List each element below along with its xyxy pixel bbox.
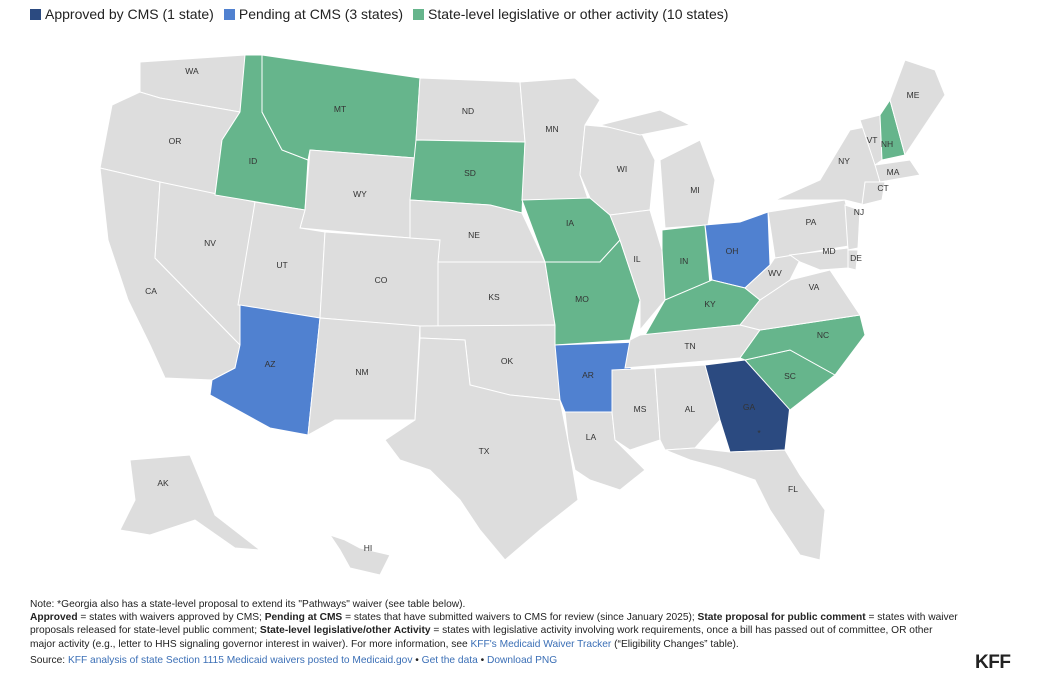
state-label-de: DE [850, 253, 862, 263]
legend-swatch-pending [223, 8, 235, 20]
state-label-ca: CA [145, 286, 157, 296]
legend-label-approved: Approved by CMS (1 state) [45, 6, 214, 22]
download-png-link[interactable]: Download PNG [486, 654, 558, 666]
state-label-ne: NE [468, 230, 480, 240]
notes: Note: *Georgia also has a state-level pr… [30, 598, 960, 667]
state-label-tn: TN [684, 341, 695, 351]
state-nj[interactable] [844, 204, 861, 251]
state-label-ky: KY [704, 299, 716, 309]
state-label-ok: OK [501, 356, 514, 366]
proposal-def: = states with waiver proposals released … [30, 612, 958, 637]
state-label-fl: FL [788, 484, 798, 494]
state-label-ia: IA [566, 218, 574, 228]
state-md[interactable] [788, 247, 849, 271]
state-fl[interactable] [664, 447, 826, 561]
state-label-ak: AK [157, 478, 169, 488]
legend-label-activity: State-level legislative or other activit… [428, 6, 729, 22]
legend-swatch-activity [413, 8, 425, 20]
definitions: Approved = states with waivers approved … [30, 611, 960, 651]
state-mi[interactable] [599, 109, 716, 229]
state-label-il: IL [633, 254, 640, 264]
state-label-md: MD [822, 246, 835, 256]
state-hi[interactable] [328, 534, 391, 576]
state-label-nv: NV [204, 238, 216, 248]
kff-logo: KFF [975, 652, 1011, 673]
state-label-nm: NM [355, 367, 368, 377]
state-label-me: ME [907, 90, 920, 100]
state-label-wy: WY [353, 189, 367, 199]
state-label-in: IN [680, 256, 689, 266]
us-map: WA OR CA NV ID MT WY UT AZ CO NM ND SD NE KS OK TX MN IA MO… [99, 54, 946, 576]
state-label-nj: NJ [854, 207, 864, 217]
state-label-mn: MN [545, 124, 558, 134]
state-nm[interactable] [307, 317, 421, 436]
separator: • [477, 654, 487, 666]
state-label-nd: ND [462, 106, 474, 116]
get-data-link[interactable]: Get the data [421, 654, 478, 666]
state-ma[interactable] [874, 159, 921, 183]
source-prefix: Source: [30, 654, 68, 666]
state-label-ny: NY [838, 156, 850, 166]
state-mo[interactable] [544, 239, 641, 346]
pending-term: Pending at CMS [264, 612, 343, 624]
state-label-ct: CT [877, 183, 888, 193]
state-label-sc: SC [784, 371, 796, 381]
state-label-ut: UT [276, 260, 287, 270]
state-label-al: AL [685, 404, 696, 414]
state-label-or: OR [169, 136, 182, 146]
state-label-sd: SD [464, 168, 476, 178]
legend-item-approved[interactable]: Approved by CMS (1 state) [30, 6, 214, 22]
state-label-ar: AR [582, 370, 594, 380]
state-label-oh: OH [726, 246, 739, 256]
state-label-tx: TX [479, 446, 490, 456]
state-label-pa: PA [806, 217, 817, 227]
tracker-link[interactable]: KFF's Medicaid Waiver Tracker [470, 638, 612, 650]
state-label-mt: MT [334, 104, 346, 114]
state-tx[interactable] [384, 337, 579, 561]
approved-term: Approved [30, 612, 78, 624]
ga-footnote-marker: * [757, 428, 761, 438]
state-label-va: VA [809, 282, 820, 292]
state-label-ga: GA [743, 402, 756, 412]
legend-swatch-approved [30, 8, 41, 20]
state-label-hi: HI [364, 543, 373, 553]
state-label-mi: MI [690, 185, 699, 195]
note-line: Note: *Georgia also has a state-level pr… [30, 599, 466, 610]
state-me[interactable] [889, 59, 946, 157]
state-label-vt: VT [867, 135, 878, 145]
source-link[interactable]: KFF analysis of state Section 1115 Medic… [67, 654, 413, 666]
activity-def: = states with legislative activity invol… [30, 625, 933, 650]
legend: Approved by CMS (1 state) Pending at CMS… [30, 6, 728, 22]
state-label-co: CO [375, 275, 388, 285]
state-label-wv: WV [768, 268, 782, 278]
legend-item-activity[interactable]: State-level legislative or other activit… [413, 6, 728, 22]
state-wy[interactable] [299, 149, 416, 239]
state-label-wa: WA [185, 66, 199, 76]
state-label-ms: MS [634, 404, 647, 414]
legend-label-pending: Pending at CMS (3 states) [238, 6, 404, 22]
state-label-nc: NC [817, 330, 829, 340]
state-ct[interactable] [861, 181, 886, 206]
legend-item-pending[interactable]: Pending at CMS (3 states) [223, 6, 404, 22]
separator: • [412, 654, 422, 666]
state-label-id: ID [249, 156, 258, 166]
activity-term: State-level legislative/other Activity [259, 625, 431, 637]
state-label-ma: MA [887, 167, 900, 177]
state-il[interactable] [609, 209, 666, 332]
pending-def: = states that have submitted waivers to … [342, 612, 698, 624]
state-label-ks: KS [488, 292, 500, 302]
approved-def: = states with waivers approved by CMS; [77, 612, 265, 624]
state-label-la: LA [586, 432, 597, 442]
state-label-az: AZ [265, 359, 276, 369]
source-line: Source: KFF analysis of state Section 11… [30, 654, 960, 667]
state-ak[interactable] [119, 454, 262, 551]
state-label-wi: WI [617, 164, 627, 174]
tracker-suffix: (“Eligibility Changes” table). [611, 638, 739, 650]
state-label-mo: MO [575, 294, 589, 304]
state-label-nh: NH [881, 139, 893, 149]
proposal-term: State proposal for public comment [697, 612, 866, 624]
